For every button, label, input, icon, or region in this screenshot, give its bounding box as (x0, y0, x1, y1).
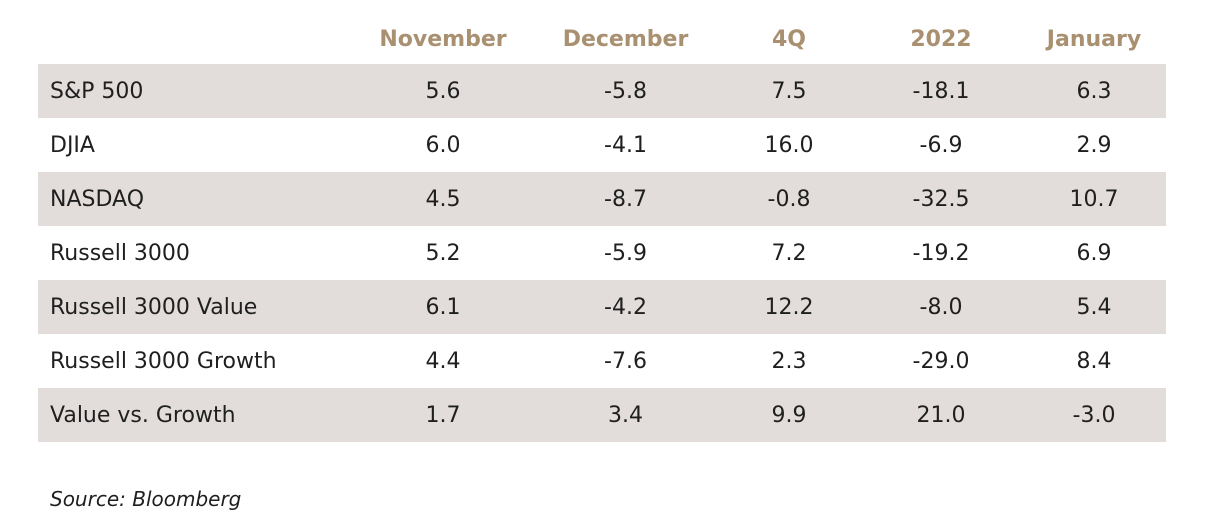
row-label: Russell 3000 (50, 240, 190, 266)
table-cell: 2.9 (1076, 132, 1112, 158)
table-row: Russell 3000 Growth 4.4 -7.6 2.3 -29.0 8… (38, 334, 1166, 388)
table-cell: 6.0 (425, 132, 461, 158)
table-cell: -29.0 (912, 348, 970, 374)
table-cell: -8.7 (533, 172, 718, 226)
table-cell: 6.3 (1022, 64, 1166, 118)
table-cell: 6.1 (353, 280, 533, 334)
table-cell: 6.9 (1076, 240, 1112, 266)
table-row: NASDAQ 4.5 -8.7 -0.8 -32.5 10.7 (38, 172, 1166, 226)
row-label: S&P 500 (38, 64, 353, 118)
table-cell: 3.4 (533, 388, 718, 442)
table-cell: -5.9 (604, 240, 647, 266)
table-cell: 7.5 (718, 64, 860, 118)
row-label: Value vs. Growth (38, 388, 353, 442)
row-label: NASDAQ (38, 172, 353, 226)
table-cell: 2.3 (771, 348, 807, 374)
table-row: Value vs. Growth 1.7 3.4 9.9 21.0 -3.0 (38, 388, 1166, 442)
table-cell: -8.0 (860, 280, 1022, 334)
column-header: December (562, 26, 689, 52)
table-cell: 21.0 (860, 388, 1022, 442)
table-cell: -18.1 (860, 64, 1022, 118)
header-row: November December 4Q 2022 January (38, 14, 1166, 64)
column-header: 4Q (771, 26, 806, 52)
table-cell: -6.9 (919, 132, 963, 158)
table-cell: 5.6 (353, 64, 533, 118)
header-corner (38, 14, 353, 64)
table-cell: -4.2 (533, 280, 718, 334)
column-header: January (1046, 26, 1142, 52)
returns-table: November December 4Q 2022 January S&P 50… (38, 14, 1166, 442)
table-cell: 9.9 (718, 388, 860, 442)
row-label: DJIA (50, 132, 95, 158)
table-cell: 8.4 (1076, 348, 1112, 374)
row-label: Russell 3000 Growth (50, 348, 277, 374)
table-cell: -5.8 (533, 64, 718, 118)
column-header: 2022 (910, 26, 972, 52)
table-row: DJIA 6.0 -4.1 16.0 -6.9 2.9 (38, 118, 1166, 172)
table-cell: 5.2 (425, 240, 461, 266)
table-cell: 4.4 (425, 348, 461, 374)
table-cell: 16.0 (764, 132, 814, 158)
column-header: November (379, 26, 507, 52)
table-cell: -4.1 (604, 132, 647, 158)
source-note: Source: Bloomberg (50, 487, 242, 511)
table-cell: -32.5 (860, 172, 1022, 226)
table-row: S&P 500 5.6 -5.8 7.5 -18.1 6.3 (38, 64, 1166, 118)
table-cell: 7.2 (771, 240, 807, 266)
table-cell: 5.4 (1022, 280, 1166, 334)
table-cell: -7.6 (604, 348, 647, 374)
returns-table-container: November December 4Q 2022 January S&P 50… (38, 14, 1166, 442)
table-cell: -19.2 (912, 240, 970, 266)
table-cell: 12.2 (718, 280, 860, 334)
table-cell: 1.7 (353, 388, 533, 442)
table-cell: -3.0 (1022, 388, 1166, 442)
row-label: Russell 3000 Value (38, 280, 353, 334)
table-row: Russell 3000 5.2 -5.9 7.2 -19.2 6.9 (38, 226, 1166, 280)
table-cell: 10.7 (1022, 172, 1166, 226)
table-row: Russell 3000 Value 6.1 -4.2 12.2 -8.0 5.… (38, 280, 1166, 334)
table-cell: -0.8 (718, 172, 860, 226)
table-cell: 4.5 (353, 172, 533, 226)
